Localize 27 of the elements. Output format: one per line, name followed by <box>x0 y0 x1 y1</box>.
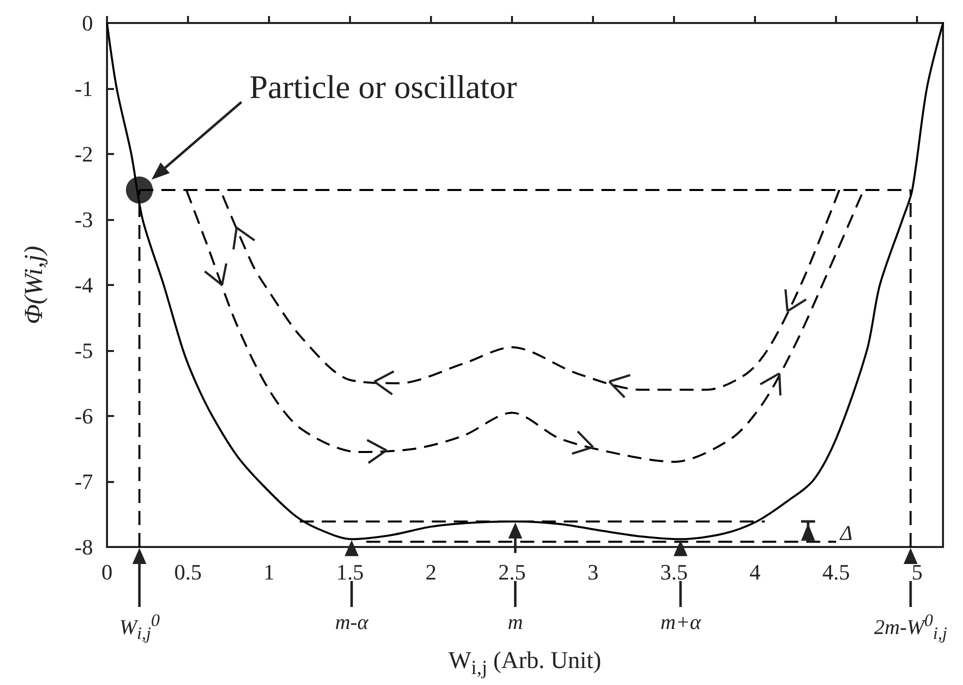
annotation: Δ <box>840 520 852 546</box>
y-tick-label: -7 <box>74 469 93 494</box>
text: m <box>508 610 523 635</box>
x-axis-title: W$_{i,j}$ (Arb. Unit) <box>448 648 602 680</box>
y-tick-label: -3 <box>74 207 93 232</box>
x-tick-label: 2 <box>426 560 437 584</box>
x-tick-label: 0.5 <box>174 560 202 584</box>
x-tick-label: 4 <box>750 560 761 584</box>
x-tick-label: 4.5 <box>822 560 850 584</box>
x-tick-label: 3.5 <box>660 560 688 584</box>
y-axis-title: Φ(Wi,j) <box>19 246 50 324</box>
x-tick-label: 2.5 <box>498 560 526 584</box>
y-tick-label: -5 <box>74 338 93 363</box>
y-tick-label: -6 <box>74 404 93 428</box>
y-tick-label: -4 <box>74 272 93 298</box>
x-tick-label: 5 <box>912 560 923 584</box>
y-tick-label: -2 <box>74 142 93 166</box>
x-tick-label: 0 <box>102 560 112 584</box>
y-tick-label: -1 <box>74 76 93 101</box>
text: m-α <box>335 610 368 635</box>
x-tick-label: 1 <box>264 560 275 584</box>
x-tick-label: 3 <box>588 560 599 584</box>
y-tick-label: 0 <box>82 10 93 36</box>
x-tick-label: 1.5 <box>336 560 364 584</box>
annotation: Particle or oscillator <box>249 70 517 108</box>
y-tick-label: -8 <box>74 534 93 560</box>
text: m+α <box>660 610 701 635</box>
